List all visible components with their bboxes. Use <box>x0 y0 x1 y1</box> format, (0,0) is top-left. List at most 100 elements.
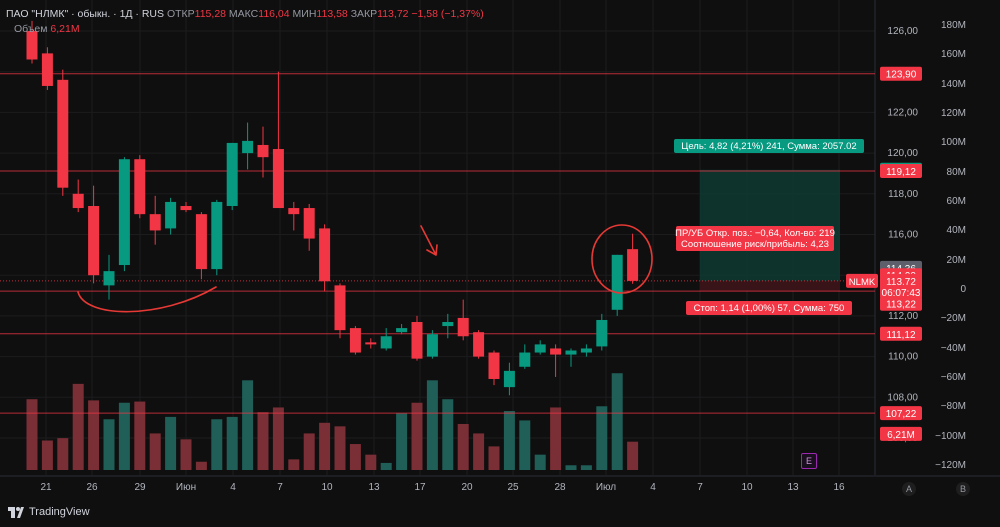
candle-body <box>242 140 254 154</box>
time-tick-label: 7 <box>697 482 703 493</box>
price-tag-text: 6,21M <box>887 430 915 441</box>
time-tick-label: 7 <box>277 482 283 493</box>
time-tick-label: 21 <box>40 482 52 493</box>
volume-bar <box>488 446 500 470</box>
stop-zone <box>700 280 840 292</box>
volume-label: Объем <box>14 23 48 35</box>
candle-body <box>41 53 53 86</box>
volume-tick-label: −20M <box>941 313 966 324</box>
time-tick-label: 25 <box>507 482 519 493</box>
volume-bar <box>426 380 438 470</box>
candle-body <box>118 159 130 266</box>
candle-body <box>442 322 454 327</box>
volume-bar <box>288 459 300 470</box>
volume-bar <box>149 433 161 470</box>
price-tag-text: 119,12 <box>886 167 916 178</box>
high-value: 116,04 <box>258 8 290 20</box>
time-tick-label: 4 <box>650 482 656 493</box>
volume-bar <box>272 407 284 470</box>
volume-bar <box>473 433 485 470</box>
candle-body <box>72 193 84 209</box>
log-scale-button[interactable]: B <box>956 482 970 496</box>
volume-bar <box>580 465 592 470</box>
candle-body <box>303 208 315 239</box>
volume-tick-label: 160M <box>941 49 966 60</box>
price-tag <box>880 426 922 441</box>
volume-bar <box>442 399 454 470</box>
candle-body <box>550 348 562 355</box>
volume-tick-label: 140M <box>941 79 966 90</box>
volume-bar <box>180 439 192 470</box>
high-label: МАКС <box>228 8 259 20</box>
candle-body <box>257 144 269 158</box>
price-tick-label: 112,00 <box>888 311 918 322</box>
volume-bar <box>242 380 254 470</box>
time-tick-label: 29 <box>134 482 146 493</box>
volume-tick-label: −120M <box>935 460 966 471</box>
price-tag-text: 111,12 <box>886 330 916 341</box>
close-value: 113,72 <box>377 8 409 20</box>
pnl-label-text: ПР/УБ Откр. поз.: −0,64, Кол-во: 219 <box>675 228 835 239</box>
price-tick-label: 122,00 <box>887 107 918 118</box>
tradingview-logo[interactable]: TradingView <box>8 506 90 518</box>
symbol-ohlc-header: ПАО "НЛМК" · обыкн. · 1Д · RUS ОТКР115,2… <box>6 8 484 20</box>
time-tick-label: Июн <box>176 482 196 493</box>
tradingview-logo-icon <box>8 506 24 518</box>
candle-body <box>426 334 438 357</box>
candle-body <box>319 228 331 282</box>
footer-bar <box>0 500 1000 527</box>
candle-body <box>503 370 515 388</box>
volume-tick-label: 120M <box>941 108 966 119</box>
volume-bar <box>380 462 392 470</box>
volume-tick-label: 40M <box>947 225 966 236</box>
price-tag-text: 107,22 <box>886 409 917 420</box>
candle-body <box>365 342 377 345</box>
volume-bar <box>457 423 469 470</box>
candle-body <box>457 317 469 337</box>
candle-body <box>134 159 146 215</box>
price-tick-label: 108,00 <box>887 392 918 403</box>
volume-bar <box>41 440 53 470</box>
volume-bar <box>72 383 84 470</box>
volume-bar <box>26 399 38 470</box>
price-tag <box>880 164 922 179</box>
price-tag <box>880 296 922 311</box>
price-tick-label: 120,00 <box>887 148 918 159</box>
candle-body <box>411 322 423 359</box>
symbol-tag <box>846 273 878 288</box>
annotation-arrow <box>420 225 438 256</box>
pnl-label-text: Соотношение риск/прибыль: 4,23 <box>681 239 829 250</box>
volume-bar <box>503 411 515 470</box>
close-label: ЗАКР <box>350 8 378 20</box>
price-tag <box>880 406 922 421</box>
candle-body <box>272 149 284 209</box>
target-label-text: Цель: 4,82 (4,21%) 241, Сумма: 2057.02 <box>681 141 856 152</box>
candle-body <box>627 249 639 281</box>
symbol-tag-text: NLMK <box>849 277 876 288</box>
volume-bar <box>195 461 207 470</box>
candle-body <box>473 332 485 357</box>
volume-bar <box>611 373 623 470</box>
price-tick-label: 118,00 <box>888 189 918 200</box>
volume-tick-label: −100M <box>935 431 966 442</box>
earnings-event-badge[interactable]: E <box>801 453 817 469</box>
candle-body <box>580 348 592 353</box>
volume-bar <box>165 416 177 470</box>
time-tick-label: 17 <box>414 482 426 493</box>
auto-scale-button[interactable]: A <box>902 482 916 496</box>
candle-body <box>488 352 500 379</box>
candle-body <box>211 201 223 270</box>
change-value: −1,58 (−1,37%) <box>411 8 484 20</box>
volume-bar <box>550 407 562 470</box>
candle-body <box>596 319 608 347</box>
volume-tick-label: −60M <box>941 372 966 383</box>
candle-body <box>288 208 300 215</box>
candle-body <box>611 254 623 310</box>
time-tick-label: 26 <box>86 482 98 493</box>
candle-body <box>519 352 531 367</box>
candle-body <box>349 328 361 353</box>
candle-body <box>149 214 161 231</box>
candle-body <box>57 79 69 188</box>
open-label: ОТКР <box>166 8 195 20</box>
